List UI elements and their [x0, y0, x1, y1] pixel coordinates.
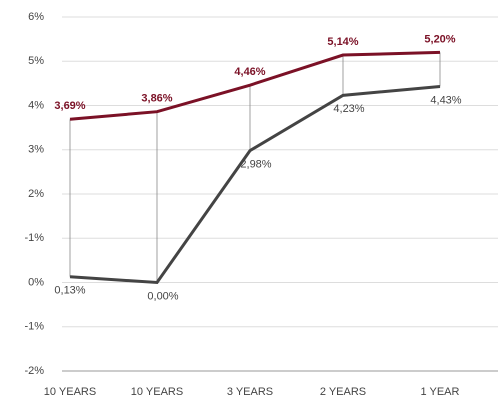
y-tick-label: -1%: [24, 232, 44, 244]
value-label: 0,00%: [147, 290, 178, 302]
y-tick-label: -2%: [24, 365, 44, 377]
y-tick-label: 6%: [28, 11, 44, 23]
x-tick-label: 2 YEARS: [320, 386, 366, 398]
series-line: [69, 50, 441, 121]
value-label: 3,69%: [54, 100, 85, 112]
y-tick-label: 0%: [28, 276, 44, 288]
x-tick-label: 1 YEAR: [421, 386, 460, 398]
value-label: 4,46%: [234, 66, 265, 78]
value-label: 4,23%: [333, 103, 364, 115]
y-tick-label: 2%: [28, 188, 44, 200]
x-tick-label: 3 YEARS: [227, 386, 273, 398]
y-tick-label: 4%: [28, 99, 44, 111]
value-label: 2,98%: [240, 159, 271, 171]
value-label: 5,14%: [327, 36, 358, 48]
x-tick-label: 10 YEARS: [131, 386, 183, 398]
y-tick-label: -1%: [24, 321, 44, 333]
x-tick-label: 10 YEARS: [44, 386, 96, 398]
value-label: 5,20%: [424, 33, 455, 45]
value-label: 4,43%: [430, 94, 461, 106]
series-line: [69, 84, 441, 285]
value-label: 0,13%: [54, 285, 85, 297]
y-tick-label: 3%: [28, 144, 44, 156]
y-tick-label: 5%: [28, 55, 44, 67]
value-label: 3,86%: [141, 93, 172, 105]
